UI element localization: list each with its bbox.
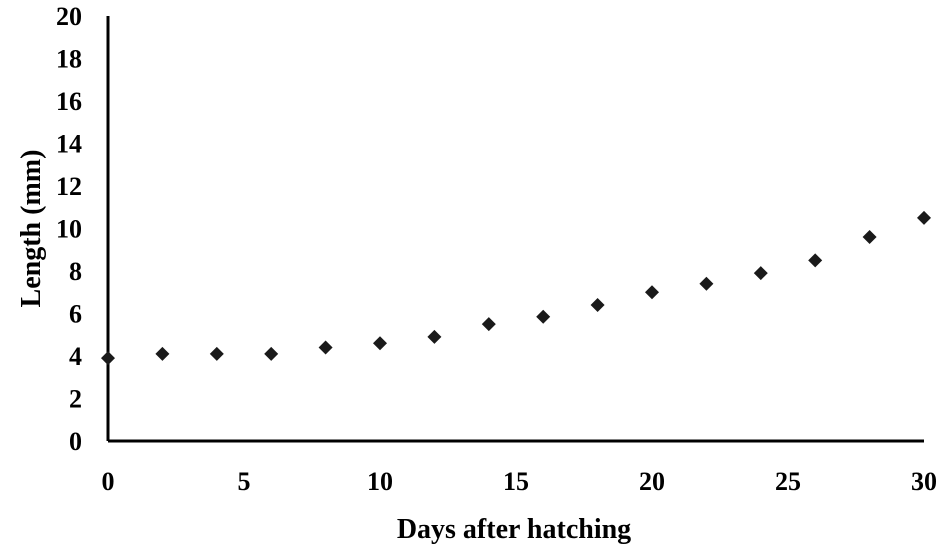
x-tick-label: 0 [102,467,115,496]
data-point [427,329,442,344]
y-tick-label: 16 [56,87,82,116]
data-point [101,351,115,366]
y-tick-label: 2 [69,385,82,414]
x-axis-tick-labels: 0 5 10 15 20 25 30 [102,467,938,496]
data-point [917,210,931,225]
y-tick-label: 0 [69,427,82,456]
x-axis-title: Days after hatching [397,514,631,545]
data-point [699,276,714,291]
data-point [808,253,823,268]
y-tick-label: 8 [69,257,82,286]
data-point [590,298,605,312]
x-tick-label: 5 [238,467,251,496]
y-tick-label: 20 [56,2,82,31]
data-point [264,346,279,361]
y-tick-label: 18 [56,45,82,74]
y-axis-title: Length (mm) [16,150,47,308]
y-tick-label: 12 [56,172,82,201]
y-tick-label: 10 [56,215,82,244]
plot-area: 0 2 4 6 8 10 12 14 16 18 20 0 5 10 15 20 25 30 [56,2,937,496]
data-point [373,336,387,351]
x-tick-label: 10 [367,467,393,496]
data-point [481,317,496,332]
x-tick-label: 15 [503,467,529,496]
x-tick-label: 25 [775,467,801,496]
x-tick-label: 20 [639,467,665,496]
data-point [536,309,551,324]
data-point [155,346,170,361]
y-tick-label: 14 [56,130,82,159]
data-points [101,210,931,366]
data-point [862,230,877,244]
y-tick-label: 6 [69,300,82,329]
y-tick-label: 4 [69,342,82,371]
x-tick-label: 30 [911,467,937,496]
data-point [209,346,224,361]
y-axis-tick-labels: 0 2 4 6 8 10 12 14 16 18 20 [56,2,82,456]
data-point [318,340,333,355]
data-point [645,285,659,300]
data-point [753,266,768,281]
